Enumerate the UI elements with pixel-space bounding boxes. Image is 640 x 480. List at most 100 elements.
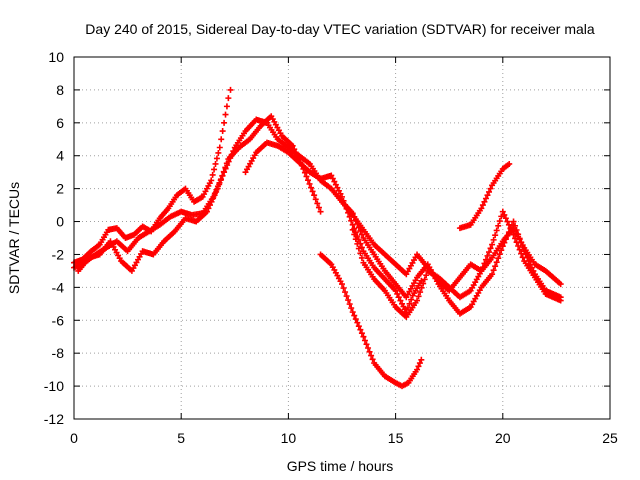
- data-point: [206, 202, 213, 209]
- data-point: [346, 301, 353, 308]
- data-point: [487, 245, 494, 252]
- series-track-i: [456, 160, 513, 232]
- data-point: [414, 366, 421, 373]
- data-point: [211, 192, 218, 199]
- data-point: [418, 356, 425, 363]
- data-point: [482, 256, 489, 263]
- data-point: [519, 254, 526, 261]
- x-tick-label: 0: [70, 430, 78, 446]
- data-point: [215, 149, 222, 156]
- data-point: [489, 271, 496, 278]
- x-tick-label: 5: [177, 430, 185, 446]
- data-point: [481, 260, 488, 267]
- data-point: [481, 198, 488, 205]
- data-point: [357, 326, 364, 333]
- series-track-c: [75, 113, 324, 274]
- data-point: [225, 95, 232, 102]
- data-point: [315, 204, 322, 211]
- data-point: [360, 333, 367, 340]
- data-point: [502, 215, 509, 222]
- data-point: [216, 144, 223, 151]
- data-point: [507, 225, 514, 232]
- data-point: [492, 232, 499, 239]
- data-point: [354, 233, 361, 240]
- data-point: [504, 218, 511, 225]
- data-point: [214, 185, 221, 192]
- data-point: [351, 312, 358, 319]
- data-point: [368, 352, 375, 359]
- data-point: [357, 250, 364, 257]
- data-point: [416, 360, 423, 367]
- data-point: [510, 218, 517, 225]
- series-track-h: [349, 208, 564, 320]
- data-point: [498, 247, 505, 254]
- data-point: [220, 168, 227, 175]
- data-point: [486, 249, 493, 256]
- data-point: [227, 86, 234, 93]
- data-point: [223, 160, 230, 167]
- data-point: [495, 222, 502, 229]
- data-point: [366, 348, 373, 355]
- data-point: [499, 243, 506, 250]
- data-point: [369, 356, 376, 363]
- data-point: [335, 187, 342, 194]
- data-point: [501, 239, 508, 246]
- data-point: [490, 236, 497, 243]
- plot-frame: [73, 56, 611, 420]
- data-point: [222, 111, 229, 118]
- data-point: [421, 276, 428, 283]
- data-point: [210, 195, 217, 202]
- data-point: [495, 255, 502, 262]
- data-point: [213, 188, 220, 195]
- x-tick-label: 10: [281, 430, 297, 446]
- data-point: [358, 330, 365, 337]
- data-point: [217, 177, 224, 184]
- axis-ticks: 0 5 10 15 20 25 -12 -10 -8 -6 -4 -2 0 2 4 6 8 10: [44, 49, 618, 446]
- data-point: [303, 173, 310, 180]
- data-point: [352, 217, 359, 224]
- series-track-e: [317, 251, 425, 390]
- y-axis-label: SDTVAR / TECUs: [6, 182, 22, 294]
- data-point: [508, 228, 515, 235]
- data-point: [358, 254, 365, 261]
- data-point: [289, 142, 296, 149]
- data-point: [478, 267, 485, 274]
- data-point: [502, 236, 509, 243]
- data-point: [309, 188, 316, 195]
- data-point: [490, 267, 497, 274]
- data-point: [484, 252, 491, 259]
- data-point: [349, 309, 356, 316]
- data-point: [493, 259, 500, 266]
- data-point: [314, 200, 321, 207]
- data-point: [291, 146, 298, 153]
- chart-title: Day 240 of 2015, Sidereal Day-to-day VTE…: [85, 21, 595, 37]
- data-point: [211, 166, 218, 173]
- data-point: [221, 119, 228, 126]
- data-point: [492, 263, 499, 270]
- data-point: [513, 227, 520, 234]
- data-point: [351, 213, 358, 220]
- data-point: [352, 316, 359, 323]
- y-tick-label: 6: [56, 115, 64, 131]
- data-point: [406, 300, 413, 307]
- x-tick-label: 25: [602, 430, 618, 446]
- data-point: [209, 171, 216, 178]
- data-point: [516, 246, 523, 253]
- data-point: [331, 178, 338, 185]
- data-point: [223, 103, 230, 110]
- data-point: [519, 243, 526, 250]
- data-point: [496, 218, 503, 225]
- data-point: [394, 290, 401, 297]
- data-point: [355, 224, 362, 231]
- data-point: [361, 337, 368, 344]
- data-point: [332, 181, 339, 188]
- data-point: [478, 205, 485, 212]
- data-point: [512, 222, 519, 229]
- data-point: [349, 226, 356, 233]
- data-point: [212, 160, 219, 167]
- data-point: [205, 205, 212, 212]
- data-point: [513, 239, 520, 246]
- data-point: [208, 177, 215, 184]
